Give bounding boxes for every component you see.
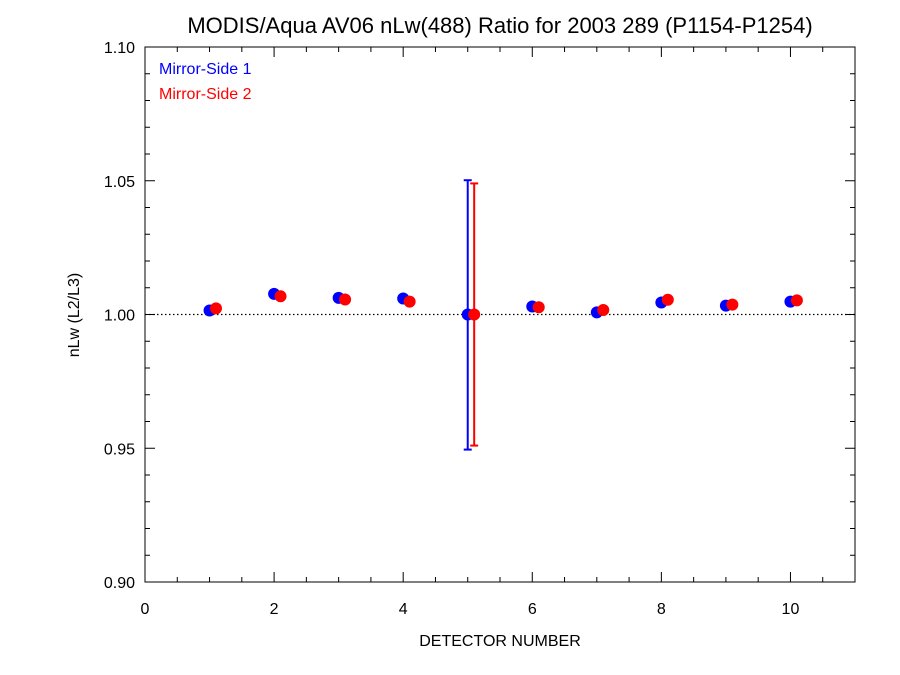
y-tick-label: 1.10 xyxy=(104,40,135,57)
legend: Mirror-Side 1 Mirror-Side 2 xyxy=(159,61,252,103)
chart-title: MODIS/Aqua AV06 nLw(488) Ratio for 2003 … xyxy=(187,13,812,38)
data-point-series-2 xyxy=(468,308,481,321)
x-axis-label: DETECTOR NUMBER xyxy=(419,633,581,650)
y-axis-label: nLw (L2/L3) xyxy=(66,273,83,358)
x-tick-label: 0 xyxy=(141,601,150,618)
x-tick-label: 4 xyxy=(399,601,408,618)
x-tick-labels: 0 2 4 6 8 10 xyxy=(141,601,800,618)
data-point-series-2 xyxy=(597,303,610,316)
axis-ticks xyxy=(144,46,855,583)
x-tick-label: 10 xyxy=(782,601,800,618)
y-tick-label: 0.95 xyxy=(104,441,135,458)
data-point-series-2 xyxy=(532,301,545,314)
data-points xyxy=(203,287,803,321)
data-point-series-2 xyxy=(210,302,222,315)
x-tick-label: 6 xyxy=(528,601,537,618)
plot-frame xyxy=(144,46,856,583)
y-tick-label: 1.00 xyxy=(104,308,135,325)
data-point-series-2 xyxy=(339,293,352,306)
data-point-series-2 xyxy=(661,293,674,306)
data-point-series-2 xyxy=(274,290,287,303)
data-point-series-2 xyxy=(403,295,416,308)
y-tick-label: 1.05 xyxy=(104,174,135,191)
data-point-series-2 xyxy=(726,298,739,311)
legend-series-1: Mirror-Side 1 xyxy=(159,61,252,78)
x-tick-label: 8 xyxy=(657,601,666,618)
y-tick-labels: 0.90 0.95 1.00 1.05 1.10 xyxy=(104,40,135,592)
legend-series-2: Mirror-Side 2 xyxy=(159,86,252,103)
data-point-series-2 xyxy=(790,294,803,307)
y-tick-label: 0.90 xyxy=(104,575,135,592)
x-tick-label: 2 xyxy=(270,601,279,618)
